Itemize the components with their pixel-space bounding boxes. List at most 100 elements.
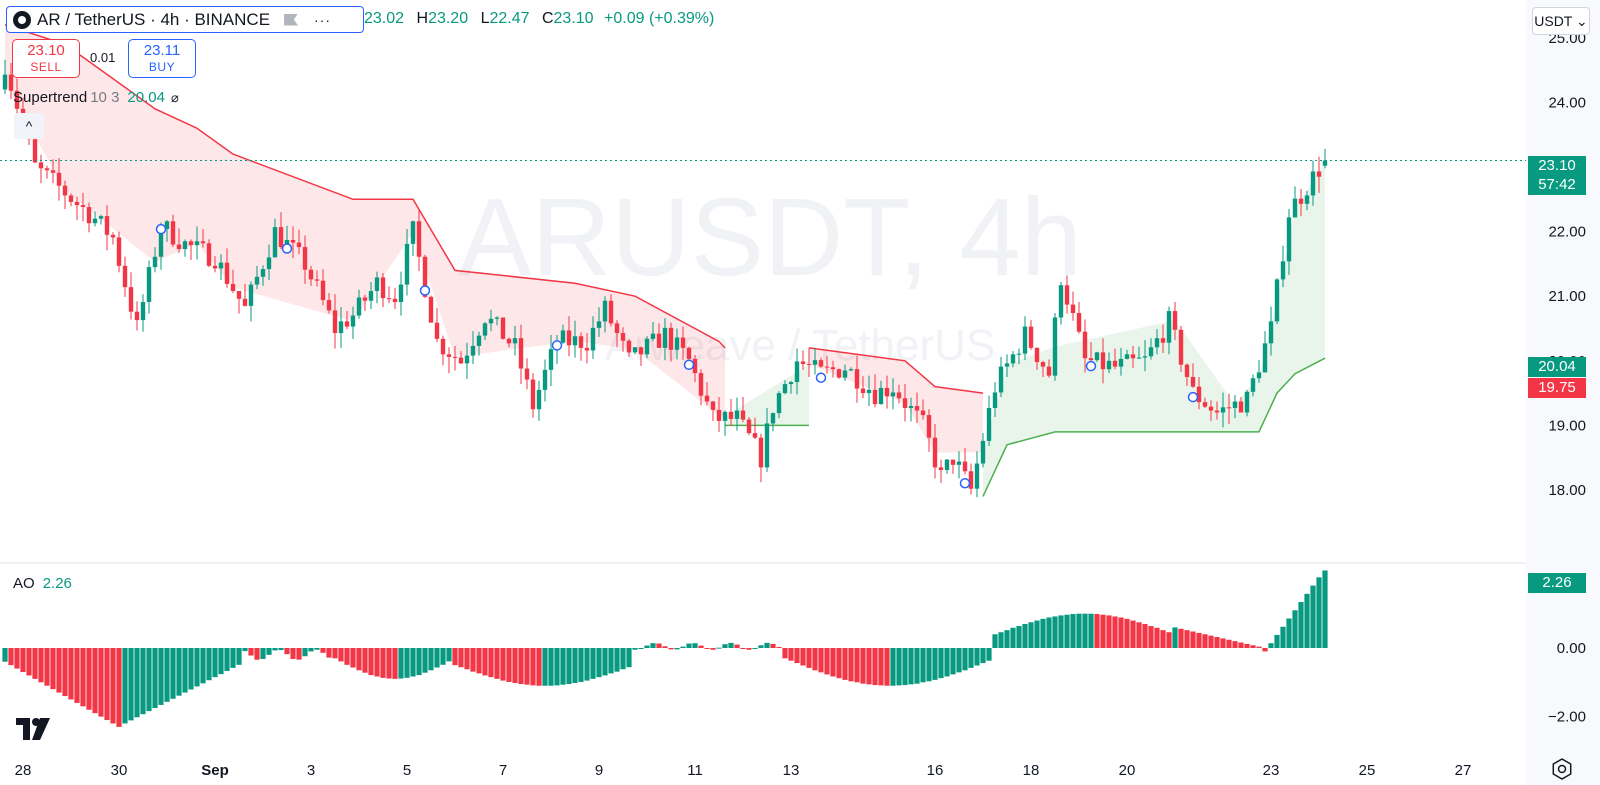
currency-select[interactable]: USDT ⌄	[1532, 7, 1590, 35]
time-tick-label: 5	[403, 762, 411, 779]
symbol-title: AR / TetherUS · 4h · BINANCE	[37, 9, 271, 29]
ao-bar	[422, 648, 428, 673]
candle-body	[392, 298, 398, 303]
ao-bar	[1112, 616, 1118, 648]
candle-body	[608, 300, 614, 324]
ao-legend[interactable]: AO 2.26	[13, 575, 72, 592]
candle-body	[1010, 354, 1016, 364]
ao-bar	[980, 648, 986, 664]
candle-body	[380, 277, 386, 299]
candle-body	[932, 437, 938, 468]
candle-body	[62, 185, 68, 196]
time-tick-label: Sep	[201, 762, 229, 779]
candle-body	[122, 265, 128, 288]
candle-body	[158, 229, 164, 257]
gear-icon[interactable]	[1548, 755, 1576, 783]
candle-body	[632, 347, 638, 353]
ao-bar	[494, 648, 500, 679]
sell-button[interactable]: 23.10 SELL	[12, 39, 80, 78]
candle-body	[1154, 338, 1160, 348]
ao-bar	[194, 648, 200, 687]
sell-price: 23.10	[27, 42, 65, 59]
candle-body	[464, 355, 470, 364]
ao-bar	[326, 648, 332, 658]
candle-body	[1100, 352, 1106, 370]
ao-bar	[644, 645, 650, 648]
close-value: 23.10	[553, 10, 594, 27]
supertrend-legend[interactable]: Supertrend 10 3 20.04 ⌀	[13, 89, 179, 106]
ao-bar	[482, 648, 488, 676]
candle-body	[1040, 362, 1046, 367]
candle-body	[32, 139, 38, 163]
ao-bar	[956, 648, 962, 673]
candle-body	[938, 467, 944, 470]
ao-bar	[38, 648, 44, 683]
time-tick-label: 9	[595, 762, 603, 779]
ao-bar	[1028, 622, 1034, 648]
candle-body	[1028, 326, 1034, 348]
buy-button[interactable]: 23.11 BUY	[128, 39, 196, 78]
candle-body	[1190, 376, 1196, 387]
candle-body	[536, 389, 542, 410]
ao-bar	[458, 648, 464, 668]
candle-body	[920, 410, 926, 416]
ao-bar	[914, 648, 920, 684]
candle-body	[170, 221, 176, 245]
candle-body	[812, 360, 818, 365]
ao-bar	[836, 648, 842, 679]
ao-bar	[116, 648, 122, 727]
candle-body	[1238, 401, 1244, 413]
symbol-info[interactable]: AR / TetherUS · 4h · BINANCE ···	[6, 6, 364, 33]
ao-bar	[20, 648, 26, 673]
candle-body	[674, 337, 680, 350]
candle-body	[1256, 372, 1262, 379]
ao-bar	[350, 648, 356, 668]
signal-marker	[1187, 391, 1199, 403]
ao-bar	[1262, 648, 1268, 652]
ao-bar	[1136, 622, 1142, 648]
candle-body	[1316, 171, 1322, 177]
candle-body	[872, 389, 878, 405]
visibility-icon[interactable]: ⌀	[170, 90, 179, 105]
tradingview-logo-icon[interactable]	[16, 718, 54, 740]
collapse-legend-button[interactable]: ^	[14, 113, 44, 139]
candle-body	[572, 336, 578, 346]
ao-bar	[998, 632, 1004, 648]
watermark-title: ARUSDT, 4h	[458, 176, 1082, 299]
more-icon[interactable]: ···	[314, 11, 332, 28]
flag-icon[interactable]	[284, 13, 299, 26]
ao-bar	[1064, 614, 1070, 648]
ao-bar	[260, 648, 266, 659]
ao-bar	[1184, 630, 1190, 648]
candle-body	[164, 221, 170, 230]
candle-body	[1244, 391, 1250, 413]
candle-body	[152, 256, 158, 268]
candle-body	[896, 392, 902, 399]
ao-bar	[896, 648, 902, 686]
candle-body	[116, 237, 122, 266]
ao-bar	[338, 648, 344, 662]
candle-body	[68, 195, 74, 202]
candle-body	[578, 336, 584, 348]
candle-body	[620, 333, 626, 341]
candle-body	[1106, 360, 1112, 370]
ao-bar	[1046, 617, 1052, 648]
ao-bar	[86, 648, 92, 710]
ao-bar	[728, 642, 734, 648]
candle-body	[1184, 364, 1190, 377]
ao-bar	[1256, 646, 1262, 648]
ao-bar	[434, 648, 440, 668]
candle-body	[566, 330, 572, 346]
ao-bar	[992, 634, 998, 648]
ao-bar	[848, 648, 854, 682]
candle-body	[14, 90, 20, 109]
candle-body	[212, 265, 218, 269]
supertrend-fill-3	[983, 163, 1325, 497]
candle-body	[302, 247, 308, 270]
ao-bar	[686, 643, 692, 648]
ao-bar	[758, 645, 764, 648]
ao-bar	[1076, 613, 1082, 648]
ao-bar	[188, 648, 194, 690]
ao-bar	[1148, 626, 1154, 648]
